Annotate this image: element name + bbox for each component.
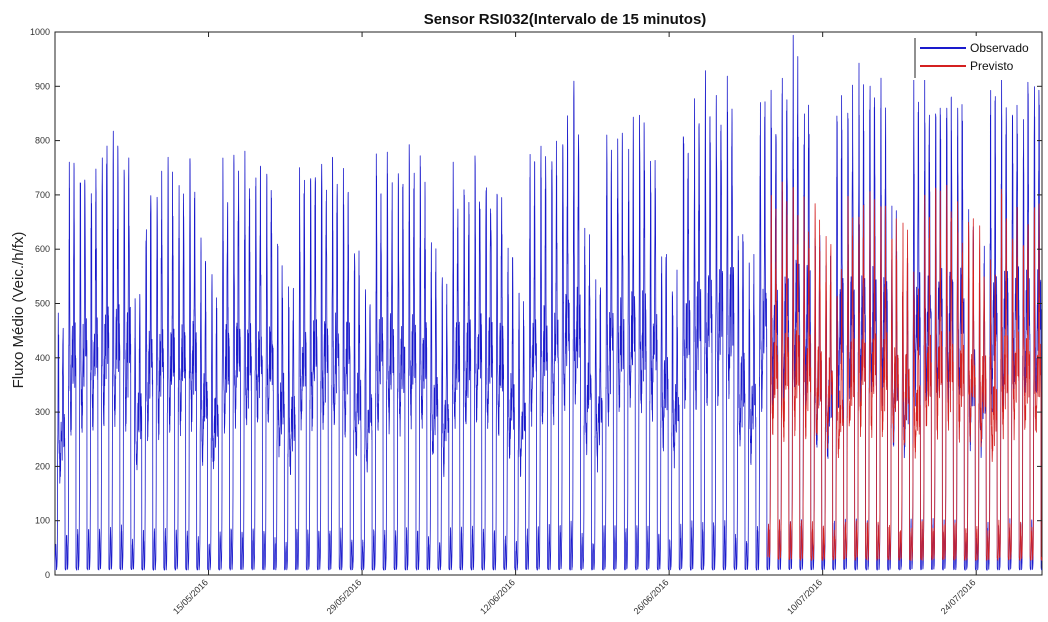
y-tick-label: 300 — [35, 407, 50, 417]
x-tick-label: 10/07/2016 — [785, 577, 824, 616]
x-tick-label: 12/06/2016 — [478, 577, 517, 616]
y-tick-label: 1000 — [30, 27, 50, 37]
y-axis-label: Fluxo Médio (Veic./h/fx) — [10, 232, 27, 389]
y-tick-label: 500 — [35, 299, 50, 309]
y-tick-label: 700 — [35, 190, 50, 200]
y-tick-label: 200 — [35, 461, 50, 471]
x-tick-label: 24/07/2016 — [939, 577, 978, 616]
legend-label-previsto: Previsto — [970, 59, 1014, 73]
x-tick-label: 29/05/2016 — [325, 577, 364, 616]
y-tick-label: 0 — [45, 570, 50, 580]
series-line-previsto — [767, 181, 1043, 561]
legend: Observado Previsto — [912, 36, 1038, 80]
x-tick-label: 26/06/2016 — [632, 577, 671, 616]
series-line-observado — [54, 34, 1043, 571]
legend-box — [912, 36, 1038, 80]
legend-label-observado: Observado — [970, 41, 1029, 55]
y-tick-label: 900 — [35, 81, 50, 91]
y-tick-label: 600 — [35, 244, 50, 254]
series-layer — [54, 34, 1043, 571]
y-tick-label: 400 — [35, 353, 50, 363]
y-tick-label: 800 — [35, 136, 50, 146]
x-tick-label: 15/05/2016 — [171, 577, 210, 616]
y-tick-label: 100 — [35, 516, 50, 526]
chart-title: Sensor RSI032(Intervalo de 15 minutos) — [424, 11, 707, 28]
plot-area — [54, 31, 1043, 576]
